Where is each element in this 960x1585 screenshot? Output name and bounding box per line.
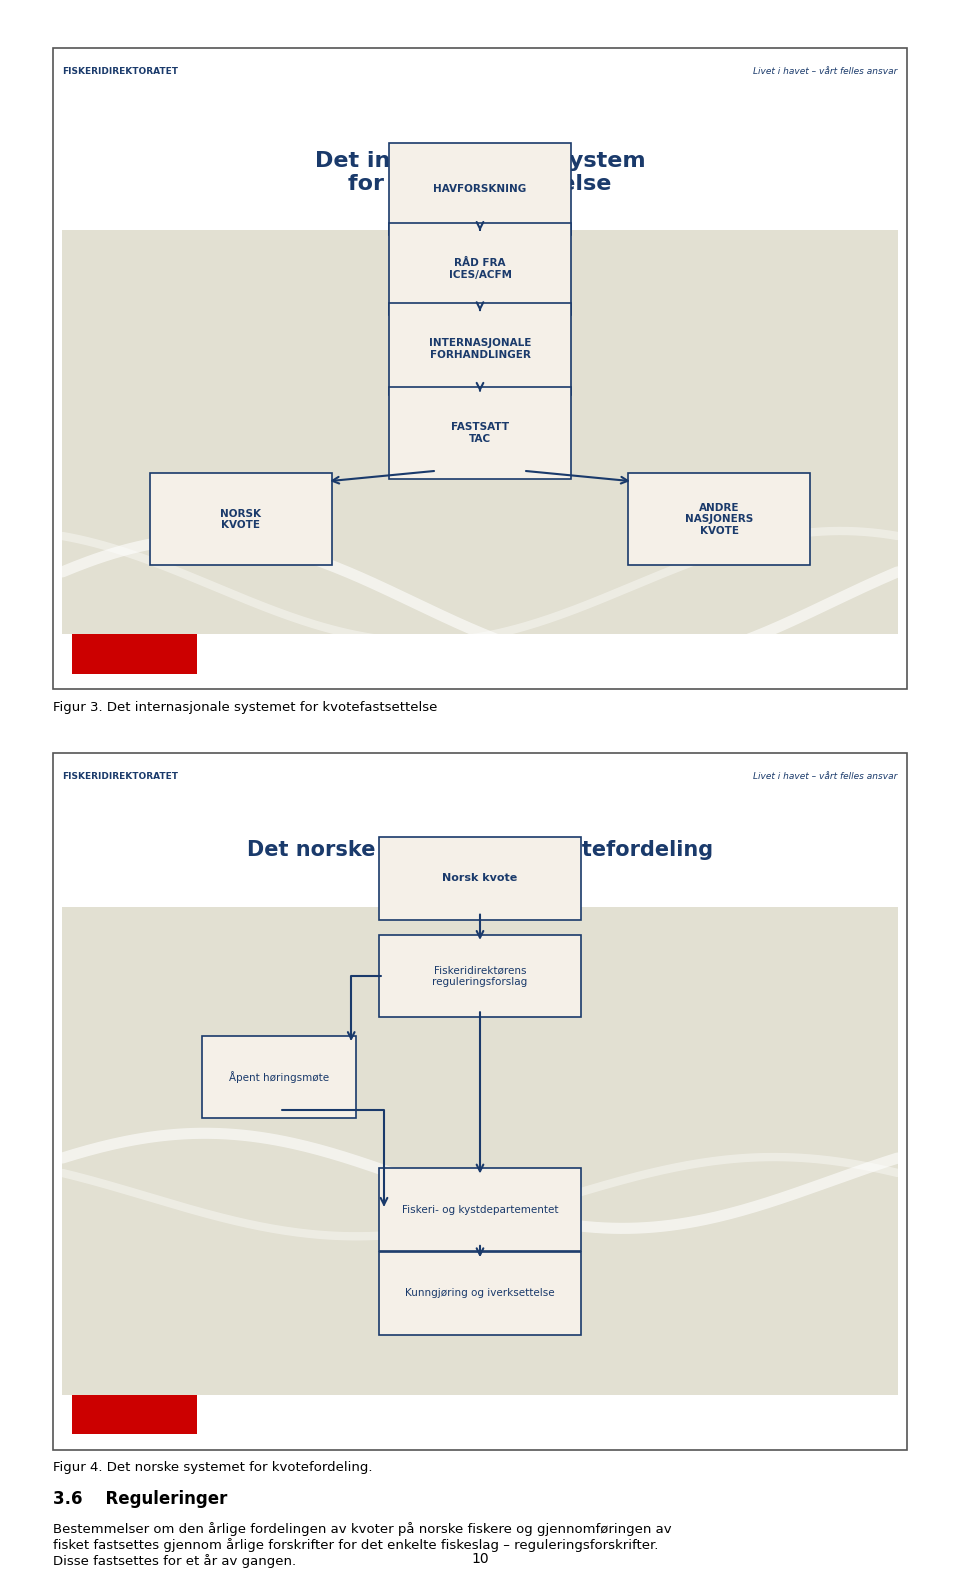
Text: ANDRE
NASJONERS
KVOTE: ANDRE NASJONERS KVOTE <box>685 502 754 536</box>
Text: Fiskeri- og kystdepartementet: Fiskeri- og kystdepartementet <box>401 1205 559 1214</box>
FancyBboxPatch shape <box>379 837 581 919</box>
FancyBboxPatch shape <box>379 935 581 1018</box>
Text: Det norske systemet for kvotefordeling: Det norske systemet for kvotefordeling <box>247 840 713 861</box>
FancyBboxPatch shape <box>62 907 898 1395</box>
Text: Fiskeridirektørens
reguleringsforslag: Fiskeridirektørens reguleringsforslag <box>432 965 528 987</box>
Text: RÅD FRA
ICES/ACFM: RÅD FRA ICES/ACFM <box>448 258 512 281</box>
Text: Livet i havet – vårt felles ansvar: Livet i havet – vårt felles ansvar <box>754 772 898 781</box>
FancyBboxPatch shape <box>389 143 571 235</box>
FancyBboxPatch shape <box>628 474 810 566</box>
Text: Det internasjonale system
for kvotefastsettelse: Det internasjonale system for kvotefasts… <box>315 151 645 193</box>
FancyBboxPatch shape <box>203 1037 356 1119</box>
Text: Åpent høringsmøte: Åpent høringsmøte <box>229 1071 329 1083</box>
Text: Norsk kvote: Norsk kvote <box>443 873 517 883</box>
Text: Kunngjøring og iverksettelse: Kunngjøring og iverksettelse <box>405 1289 555 1298</box>
FancyBboxPatch shape <box>379 1168 581 1251</box>
Text: Bestemmelser om den årlige fordelingen av kvoter på norske fiskere og gjennomfør: Bestemmelser om den årlige fordelingen a… <box>53 1522 671 1568</box>
Text: INTERNASJONALE
FORHANDLINGER: INTERNASJONALE FORHANDLINGER <box>429 339 531 360</box>
FancyBboxPatch shape <box>150 474 332 566</box>
Text: FISKERIDIREKTORATET: FISKERIDIREKTORATET <box>62 772 179 781</box>
FancyBboxPatch shape <box>62 230 898 634</box>
FancyBboxPatch shape <box>389 303 571 395</box>
Text: 3.6    Reguleringer: 3.6 Reguleringer <box>53 1490 228 1507</box>
FancyBboxPatch shape <box>389 387 571 479</box>
Text: 10: 10 <box>471 1552 489 1566</box>
Text: HAVFORSKNING: HAVFORSKNING <box>433 184 527 193</box>
FancyBboxPatch shape <box>53 48 907 689</box>
FancyBboxPatch shape <box>379 1252 581 1335</box>
Text: Livet i havet – vårt felles ansvar: Livet i havet – vårt felles ansvar <box>754 67 898 76</box>
Text: FISKERIDIREKTORATET: FISKERIDIREKTORATET <box>62 67 179 76</box>
Text: NORSK
KVOTE: NORSK KVOTE <box>220 509 261 529</box>
Text: Figur 3. Det internasjonale systemet for kvotefastsettelse: Figur 3. Det internasjonale systemet for… <box>53 701 437 713</box>
FancyBboxPatch shape <box>72 1395 197 1434</box>
FancyBboxPatch shape <box>389 223 571 315</box>
FancyBboxPatch shape <box>72 634 197 674</box>
FancyBboxPatch shape <box>53 753 907 1450</box>
Text: Figur 4. Det norske systemet for kvotefordeling.: Figur 4. Det norske systemet for kvotefo… <box>53 1461 372 1474</box>
Text: FASTSATT
TAC: FASTSATT TAC <box>451 422 509 444</box>
